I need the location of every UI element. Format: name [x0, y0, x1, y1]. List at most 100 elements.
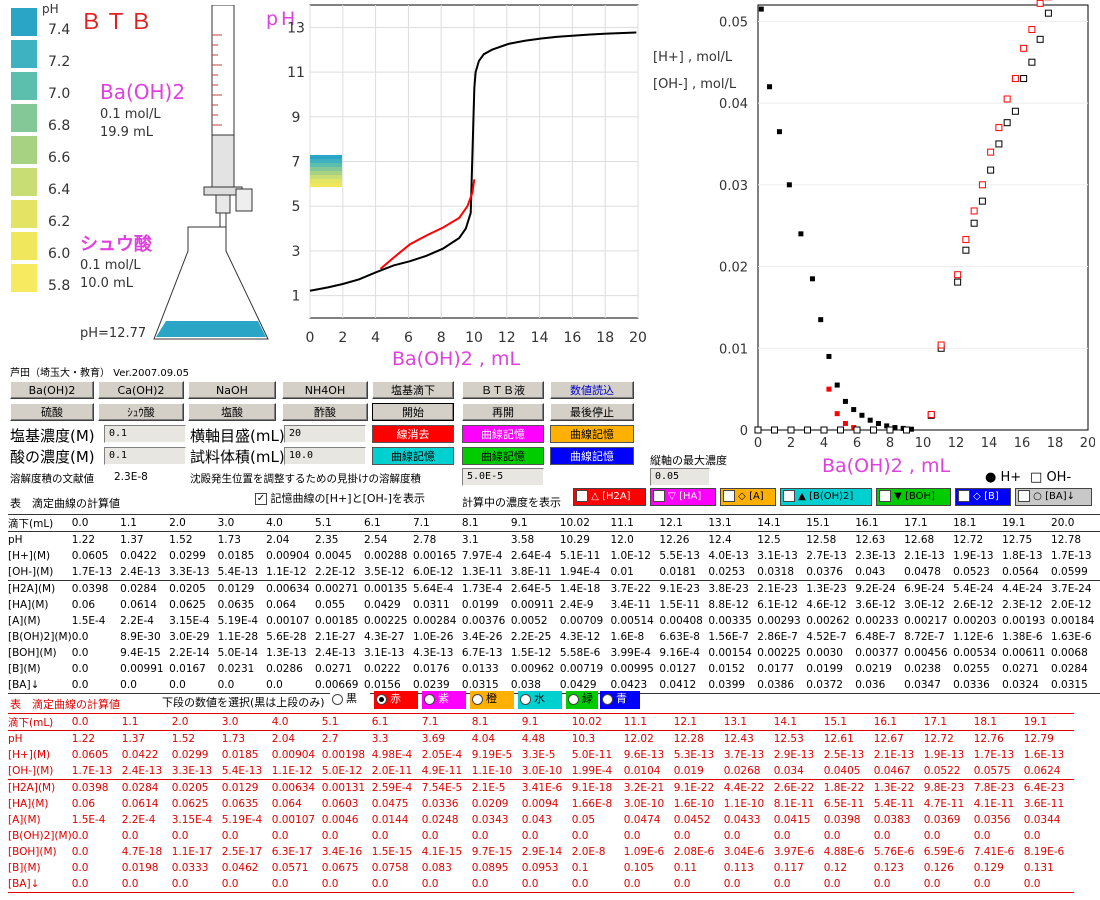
species-checkbox[interactable]	[1018, 490, 1030, 502]
btn-orange-store[interactable]: 曲線記憶	[550, 425, 634, 443]
table-cell: 2.64E-4	[510, 550, 552, 562]
x-tick-label: 10	[915, 436, 932, 451]
btn-baoh2[interactable]: Ba(OH)2	[10, 381, 94, 399]
species-toggle[interactable]: ◇ [A]	[720, 488, 776, 506]
radio-icon[interactable]	[424, 693, 435, 705]
species-toggle[interactable]: ▽ [HA]	[650, 488, 716, 506]
radio-option[interactable]: 水	[518, 691, 562, 709]
ph-chart-xlabel: Ba(OH)2 , mL	[392, 348, 521, 370]
xaxis-scale-input[interactable]: 20	[284, 425, 366, 443]
btn-base-drop[interactable]: 塩基滴下	[372, 381, 454, 399]
x-tick-label: 10	[465, 330, 483, 346]
btn-nh4oh[interactable]: NH4OH	[282, 381, 368, 399]
btn-start[interactable]: 開始	[372, 403, 454, 421]
btn-caoh2[interactable]: Ca(OH)2	[98, 381, 184, 399]
radio-icon[interactable]	[568, 693, 579, 705]
species-checkbox[interactable]	[783, 490, 795, 502]
x-tick-label: 0	[306, 330, 315, 346]
radio-option[interactable]: 赤	[374, 691, 418, 709]
btn-naoh[interactable]: NaOH	[188, 381, 276, 399]
table-cell: 8.72E-7	[904, 631, 945, 643]
table-cell: 0.0603	[321, 798, 359, 810]
table-cell: 0.034	[773, 765, 804, 777]
table-cell: 9.1	[510, 517, 528, 529]
btn-hcl[interactable]: 塩酸	[188, 403, 276, 421]
table-cell: 0.0315	[1051, 679, 1088, 691]
radio-option[interactable]: 橙	[470, 691, 514, 709]
btn-acetic[interactable]: 酢酸	[282, 403, 368, 421]
concentration-chart: 0 0.01 0.02 0.03 0.04 0.05 0 2 4 6 8 10 12 14 16 18 20	[719, 0, 1095, 451]
table-cell: 0.05	[571, 814, 596, 826]
table-cell: 0.00611	[1002, 647, 1046, 659]
table-cell: 0.0253	[708, 566, 746, 578]
h-point	[809, 276, 815, 282]
table-cell: 0.0	[773, 830, 791, 842]
species-toggle[interactable]: ○ [BA]↓	[1015, 488, 1092, 506]
btn-last-stop[interactable]: 最後停止	[550, 403, 634, 421]
btn-resume[interactable]: 再開	[462, 403, 544, 421]
table-cell: 3.58	[510, 534, 535, 546]
species-toggle[interactable]: △ [H2A]	[573, 488, 646, 506]
radio-icon[interactable]	[602, 693, 613, 705]
species-checkbox[interactable]	[653, 490, 665, 502]
radio-option[interactable]: 青	[600, 691, 640, 709]
table-cell: 2.54	[364, 534, 388, 546]
oh-point	[987, 148, 995, 156]
ymax-input[interactable]: 0.05	[650, 468, 710, 486]
btn-read-values[interactable]: 数値読込	[550, 381, 634, 399]
radio-label: 紫	[438, 692, 449, 705]
table-cell: 9.4E-15	[120, 647, 161, 659]
sample-vol-input[interactable]: 10.0	[284, 447, 366, 465]
species-checkbox[interactable]	[879, 490, 891, 502]
acid-conc-input[interactable]: 0.1	[104, 447, 186, 465]
table-cell: 0.0	[266, 679, 283, 691]
radio-icon[interactable]	[332, 693, 343, 705]
radio-icon[interactable]	[472, 693, 483, 705]
table-cell: 2.08E-6	[673, 846, 715, 858]
show-stored-checkbox[interactable]: ✓	[255, 493, 267, 505]
apparent-ksp-input[interactable]: 5.0E-5	[462, 468, 544, 486]
show-stored-label: 記憶曲線の[H+]と[OH-]を表示	[270, 492, 426, 505]
table-cell: 0.0635	[217, 599, 255, 611]
table-cell: 6.1	[371, 716, 389, 728]
table-cell: 20.0	[1051, 517, 1075, 529]
table-cell: 16.1	[873, 716, 898, 728]
radio-option[interactable]: 緑	[566, 691, 598, 709]
species-toggle[interactable]: ▼ [BOH]	[876, 488, 951, 506]
radio-option[interactable]: 紫	[422, 691, 466, 709]
btn-green-store[interactable]: 曲線記憶	[462, 447, 544, 465]
table-cell: 0.12	[823, 862, 848, 874]
table-cell: 12.26	[659, 534, 690, 546]
radio-icon[interactable]	[520, 693, 531, 705]
radio-icon[interactable]	[376, 693, 387, 705]
table-cell: 16.1	[855, 517, 879, 529]
table-cell: 0.0605	[71, 749, 109, 761]
table-cell: 1.0E-12	[610, 550, 651, 562]
btn-blue-store[interactable]: 曲線記憶	[550, 447, 634, 465]
table2: 滴下(mL) 0.0 1.1 2.0 3.0 4.0 5.1 6.1 7.1 8.1 9.1 10.0…	[8, 713, 1074, 893]
species-checkbox[interactable]	[958, 490, 970, 502]
btn-cyan-store[interactable]: 曲線記憶	[372, 447, 454, 465]
btn-oxalic[interactable]: ｼｭｳ酸	[98, 403, 184, 421]
btn-magenta-store[interactable]: 曲線記憶	[462, 425, 544, 443]
table-cell: 1.5E-15	[371, 846, 413, 858]
table-cell: 18.1	[973, 716, 998, 728]
species-toggle[interactable]: ▲ [B(OH)2]	[780, 488, 872, 506]
btn-red-erase[interactable]: 線消去	[372, 425, 454, 443]
radio-option[interactable]: 黒	[330, 691, 370, 709]
base-conc-input[interactable]: 0.1	[104, 425, 186, 443]
btn-sulfuric[interactable]: 硫酸	[10, 403, 94, 421]
species-checkbox[interactable]	[723, 490, 735, 502]
species-toggle[interactable]: ◇ [B]	[955, 488, 1011, 506]
btn-btb[interactable]: ＢＴＢ液	[462, 381, 544, 399]
show-stored-check[interactable]: ✓ 記憶曲線の[H+]と[OH-]を表示	[255, 490, 425, 506]
table-cell: 1.5E-4	[71, 814, 106, 826]
table-cell: 1.1E-12	[266, 566, 307, 578]
table-cell: 0.00991	[120, 663, 164, 675]
table-row: [A](M) 1.5E-4 2.2E-4 3.15E-4 5.19E-4 0.00107 0…	[8, 613, 1100, 629]
table-cell: 7.1	[421, 716, 439, 728]
table-cell: 0.1	[571, 862, 589, 874]
species-checkbox[interactable]	[576, 490, 588, 502]
row-label: [B(OH)2](M)	[8, 631, 72, 643]
species-marker-icon: △	[588, 491, 603, 502]
